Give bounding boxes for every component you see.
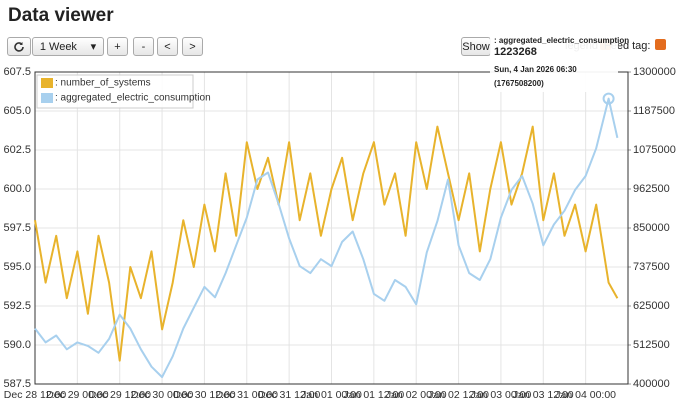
legend-label: : aggregated_electric_consumption <box>55 93 211 104</box>
x-tick-label: Jan 02 00:00 <box>386 389 447 401</box>
y2-tick-label: 1187500 <box>633 105 675 117</box>
tooltip-timestamp: (1767508200) <box>494 79 544 88</box>
y2-tick-label: 737500 <box>633 261 670 273</box>
prev-button[interactable]: < <box>157 37 178 56</box>
y-tick-label: 587.5 <box>3 378 31 390</box>
x-tick-label: Dec 28 12:00 <box>4 389 67 401</box>
legend-box <box>36 74 194 109</box>
range-select[interactable]: 1 Week ▾ <box>32 37 104 56</box>
y-tick-label: 597.5 <box>3 222 31 234</box>
tooltip-series: : aggregated_electric_consumption <box>494 36 630 45</box>
x-tick-label: Dec 30 12:00 <box>173 389 236 401</box>
y-tick-label: 602.5 <box>3 144 31 156</box>
y2-tick-label: 512500 <box>633 339 670 351</box>
legend-swatch <box>41 93 53 103</box>
legend-swatch <box>41 78 53 88</box>
hover-marker <box>602 92 615 105</box>
x-tick-label: Jan 03 00:00 <box>471 389 532 401</box>
y-tick-label: 600.0 <box>3 183 31 195</box>
y2-tick-label: 400000 <box>633 378 670 390</box>
legend-label: : number_of_systems <box>55 78 151 89</box>
y-tick-label: 590.0 <box>3 339 31 351</box>
x-tick-label: Jan 04 00:00 <box>555 389 616 401</box>
series-line <box>34 97 619 379</box>
x-tick-label: Dec 31 12:00 <box>258 389 321 401</box>
refresh-icon <box>14 41 24 52</box>
legend: : number_of_systems : aggregated_electric… <box>36 74 211 109</box>
next-button[interactable]: > <box>182 37 203 56</box>
select-arrow: ▾ <box>90 41 97 53</box>
y-tick-label: 595.0 <box>3 261 31 273</box>
x-tick-label: Jan 01 12:00 <box>343 389 404 401</box>
y2-tick-label: 962500 <box>633 183 670 195</box>
zoom-in-button[interactable]: + <box>107 37 128 56</box>
y2-tick-label: 625000 <box>633 300 670 312</box>
feed-tag-checkbox[interactable] <box>655 39 666 50</box>
y2-tick-label: 850000 <box>633 222 670 234</box>
x-tick-label: Jan 01 00:00 <box>301 389 362 401</box>
y-tick-label: 607.5 <box>3 66 31 78</box>
show-button[interactable]: Show <box>461 37 491 56</box>
range-text: 1 Week <box>39 40 77 53</box>
y-tick-label: 592.5 <box>3 300 31 312</box>
x-tick-label: Dec 31 00:00 <box>216 389 279 401</box>
y2-tick-label: 1075000 <box>633 144 676 156</box>
y-tick-label: 605.0 <box>3 105 31 117</box>
tooltip-date: Sun, 4 Jan 2026 06:30 <box>494 65 577 74</box>
plot-frame <box>34 71 629 385</box>
tooltip: : aggregated_electric_consumption 122326… <box>490 32 629 92</box>
x-tick-label: Dec 29 00:00 <box>46 389 109 401</box>
zoom-out-button[interactable]: - <box>133 37 154 56</box>
x-tick-label: Jan 02 12:00 <box>428 389 489 401</box>
x-tick-label: Dec 30 00:00 <box>131 389 194 401</box>
page-title: Data viewer <box>8 5 114 26</box>
x-tick-label: Jan 03 12:00 <box>513 389 574 401</box>
y2-tick-label: 1300000 <box>633 66 676 78</box>
x-tick-label: Dec 29 12:00 <box>88 389 151 401</box>
refresh-button[interactable] <box>7 37 31 56</box>
tooltip-value: 1223268 <box>494 46 537 58</box>
